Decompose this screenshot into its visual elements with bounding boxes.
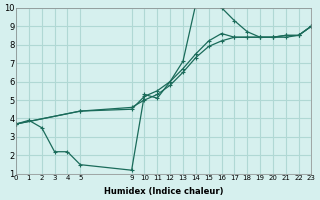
- X-axis label: Humidex (Indice chaleur): Humidex (Indice chaleur): [104, 187, 223, 196]
